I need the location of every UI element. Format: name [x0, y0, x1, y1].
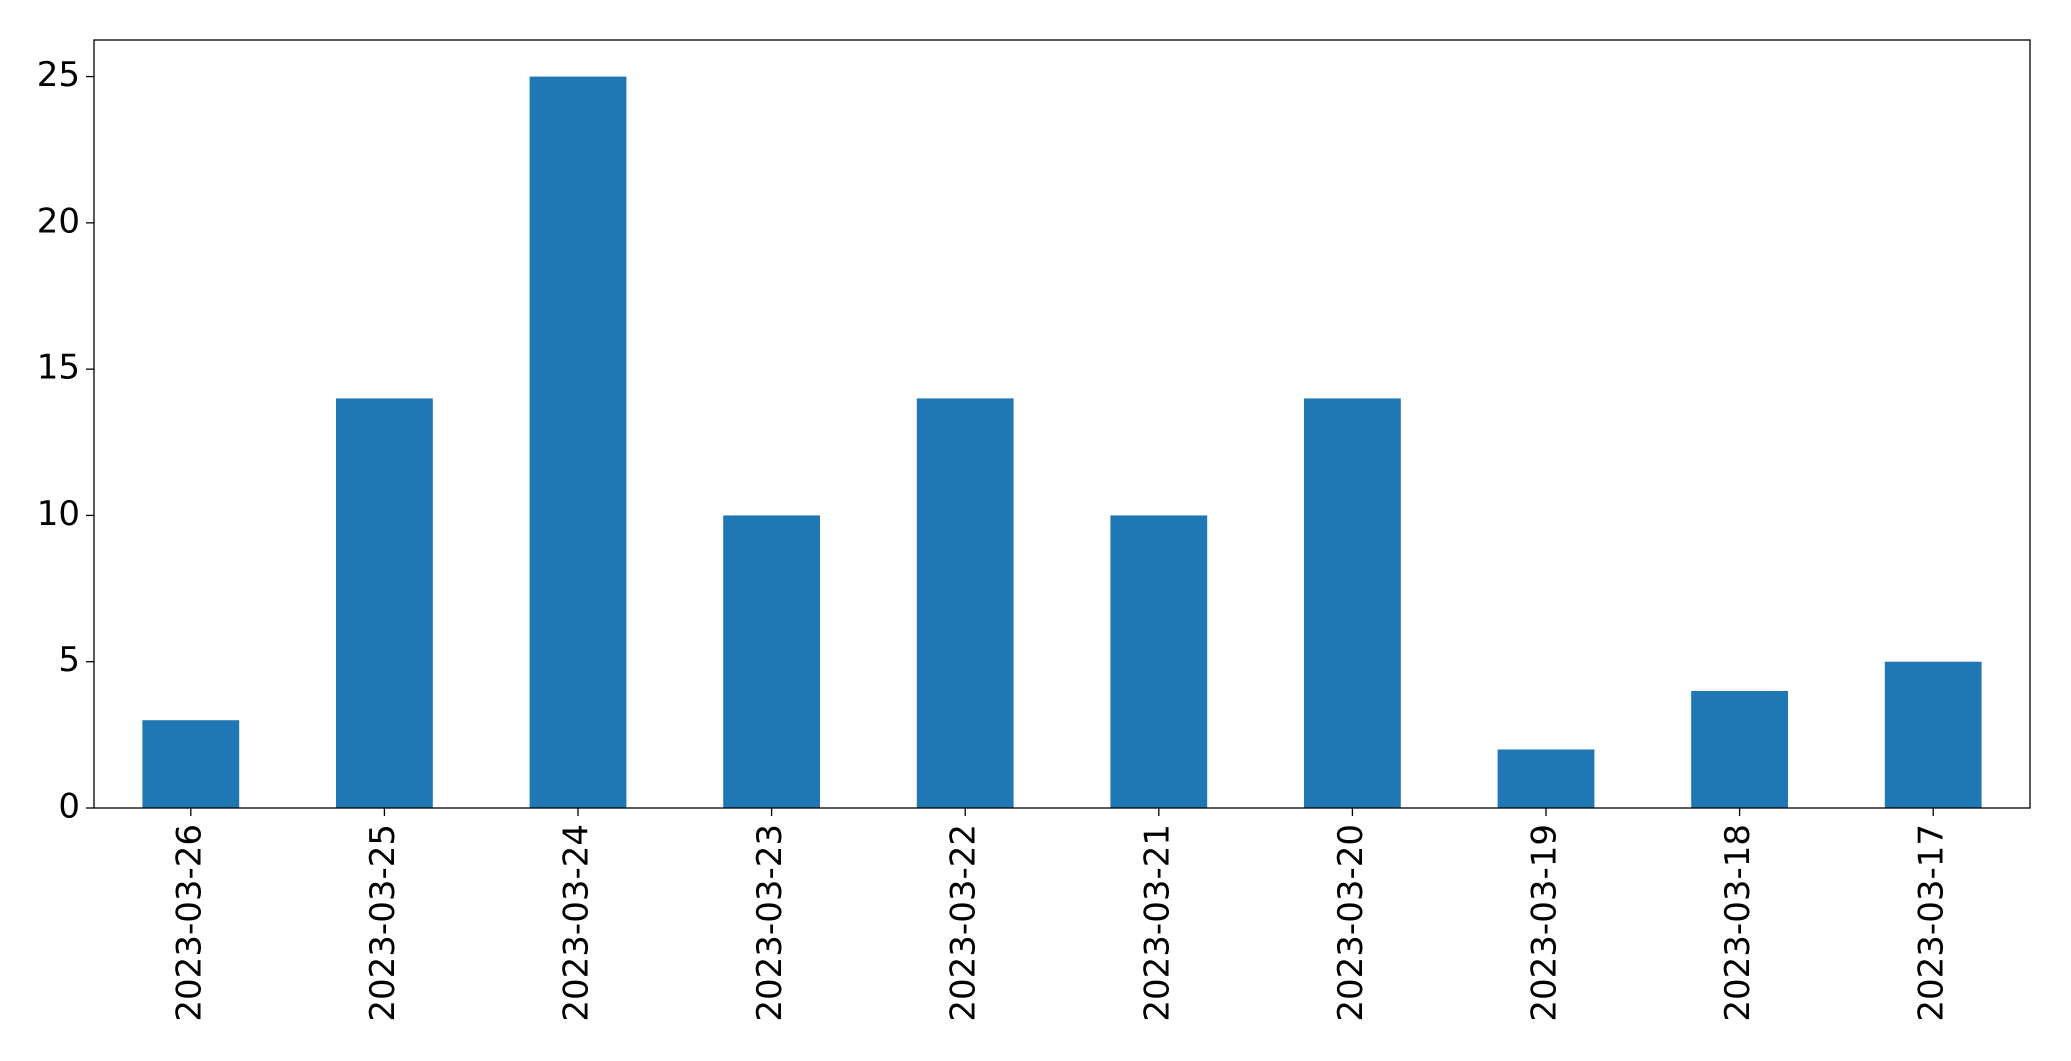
x-tick-label: 2023-03-17: [1912, 824, 1952, 1022]
bar: [529, 76, 627, 809]
bar: [1497, 749, 1595, 808]
bar: [1304, 398, 1401, 808]
x-tick-label: 2023-03-20: [1331, 824, 1371, 1022]
x-tick-label: 2023-03-25: [363, 824, 403, 1022]
x-tick-label: 2023-03-23: [750, 824, 790, 1022]
x-tick-label: 2023-03-26: [169, 824, 209, 1022]
y-tick-label: 15: [37, 348, 80, 388]
x-tick-label: 2023-03-22: [944, 824, 984, 1022]
bar: [1884, 661, 1982, 808]
y-tick-label: 0: [58, 787, 80, 827]
bar: [1691, 690, 1788, 808]
bar: [336, 398, 433, 808]
y-tick-label: 5: [58, 640, 80, 680]
x-tick-label: 2023-03-24: [557, 824, 597, 1022]
x-tick-label: 2023-03-18: [1718, 824, 1758, 1022]
bar: [142, 720, 240, 808]
x-tick-label: 2023-03-21: [1137, 824, 1177, 1022]
y-tick-label: 25: [37, 55, 80, 95]
y-tick-label: 10: [37, 494, 80, 534]
bar: [723, 515, 820, 808]
bar: [916, 398, 1014, 808]
bar: [1110, 515, 1208, 808]
y-tick-label: 20: [37, 201, 80, 241]
x-tick-label: 2023-03-19: [1525, 824, 1565, 1022]
plot-frame: [93, 39, 2031, 809]
